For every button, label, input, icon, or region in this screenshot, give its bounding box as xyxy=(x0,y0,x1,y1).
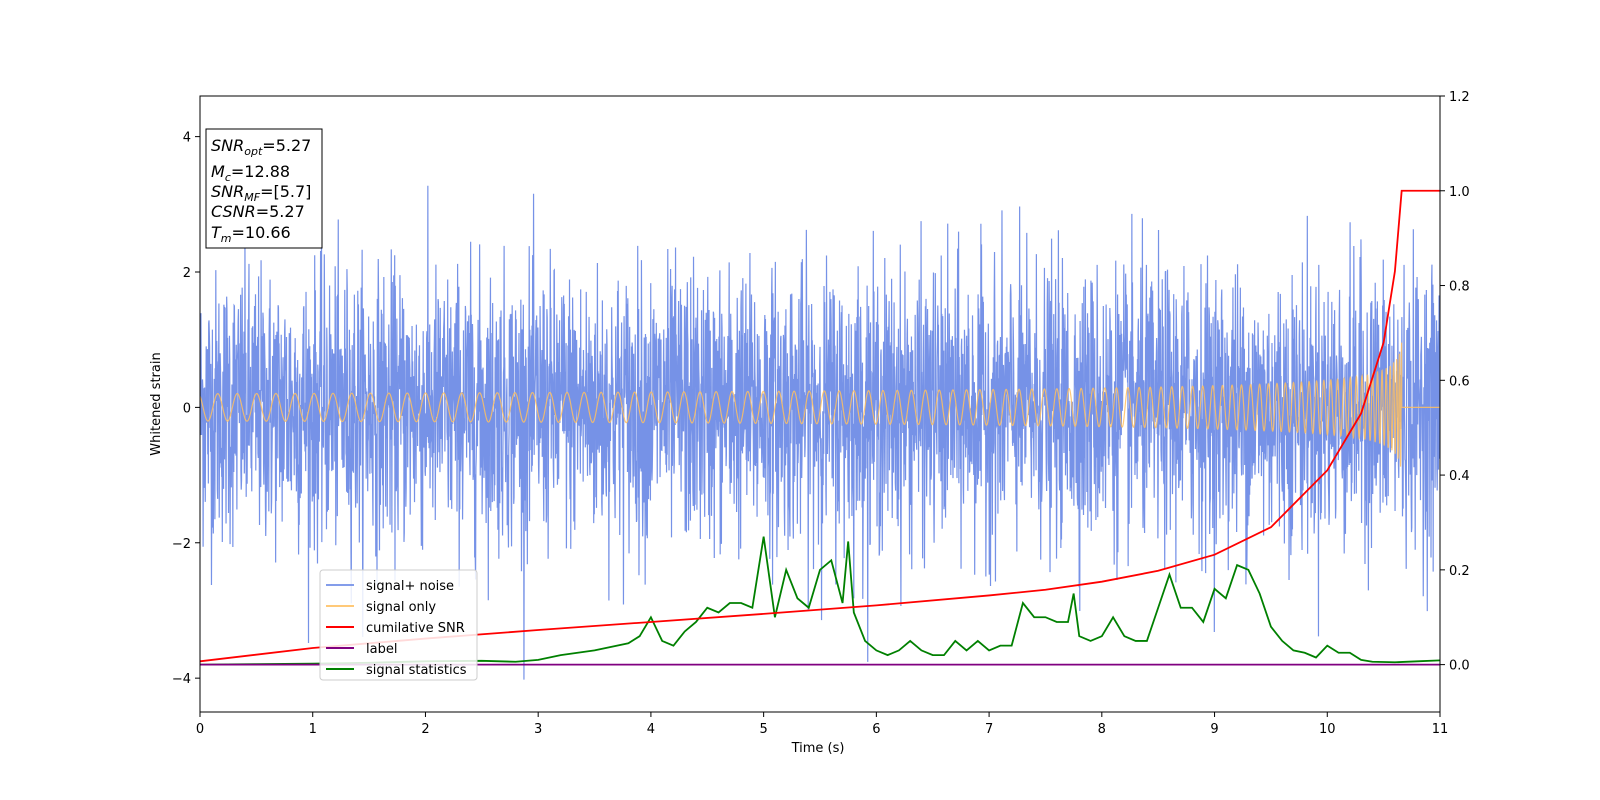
x-tick-label: 11 xyxy=(1432,722,1449,737)
legend-label: signal statistics xyxy=(366,663,467,678)
series-signal-noise xyxy=(200,185,1440,680)
info-box: SNRopt=5.27 Mc=12.88 SNRMF=[5.7] CSNR=5.… xyxy=(205,128,323,249)
legend-label: signal+ noise xyxy=(366,579,454,594)
x-tick-label: 8 xyxy=(1098,722,1106,737)
x-tick-label: 1 xyxy=(309,722,317,737)
x-tick-label: 10 xyxy=(1319,722,1336,737)
plot-frame xyxy=(199,95,1441,713)
legend: signal+ noise signal only cumilative SNR la… xyxy=(319,569,478,681)
x-tick-label: 3 xyxy=(534,722,542,737)
y-right-tick-label: 0.4 xyxy=(1449,469,1470,484)
y-left-tick-label: 4 xyxy=(183,131,191,146)
y-right-tick-label: 0.0 xyxy=(1449,659,1470,674)
x-tick-label: 6 xyxy=(872,722,880,737)
x-tick-label: 5 xyxy=(759,722,767,737)
x-tick-label: 4 xyxy=(647,722,655,737)
info-chirp-mass: Mc=12.88 xyxy=(211,162,290,184)
legend-frame xyxy=(319,569,478,681)
info-snr-mf: SNRMF=[5.7] xyxy=(211,182,311,204)
y-left-tick-label: 2 xyxy=(183,266,191,281)
axis-layer: 0 1 2 3 4 5 6 7 8 9 10 11 −4 −2 0 2 4 0.0 0.2 0.4 0.6 0.8 1.0 1… xyxy=(172,90,1470,737)
series-cumulative-snr xyxy=(200,189,1440,663)
info-box-frame xyxy=(205,128,323,249)
x-tick-label: 9 xyxy=(1210,722,1218,737)
y-right-tick-label: 1.2 xyxy=(1449,90,1470,105)
y-left-tick-label: −4 xyxy=(172,672,191,687)
x-tick-label: 7 xyxy=(985,722,993,737)
y-right-tick-label: 1.0 xyxy=(1449,185,1470,200)
series-signal-only xyxy=(200,342,1440,467)
y-right-tick-label: 0.2 xyxy=(1449,564,1470,579)
y-axis-label: Whitened strain xyxy=(149,352,164,455)
x-tick-label: 0 xyxy=(196,722,204,737)
y-right-tick-label: 0.6 xyxy=(1449,374,1470,389)
legend-label: signal only xyxy=(366,600,436,615)
legend-label: cumilative SNR xyxy=(366,621,465,636)
info-merger-time: Tm=10.66 xyxy=(211,223,291,245)
y-left-tick-label: −2 xyxy=(172,537,191,552)
legend-label: label xyxy=(366,642,397,657)
x-tick-label: 2 xyxy=(421,722,429,737)
x-axis-label: Time (s) xyxy=(791,741,845,756)
info-snr-opt: SNRopt=5.27 xyxy=(211,136,311,158)
series-signal-statistics xyxy=(200,536,1440,666)
info-csnr: CSNR=5.27 xyxy=(211,202,305,221)
y-right-tick-label: 0.8 xyxy=(1449,280,1470,295)
y-left-tick-label: 0 xyxy=(183,401,191,416)
